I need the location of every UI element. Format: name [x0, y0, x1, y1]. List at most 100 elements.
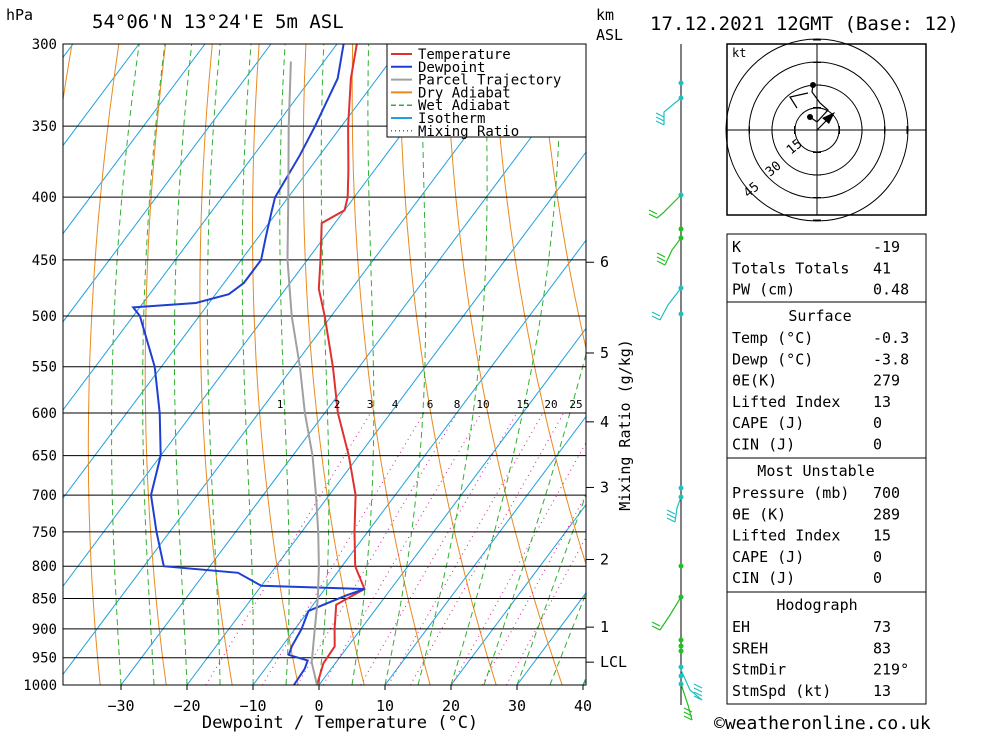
storm-motion-arrowhead [822, 112, 835, 124]
pressure-unit-label: hPa [6, 6, 33, 24]
temperature-tick-label: 0 [314, 697, 323, 715]
wind-barb [674, 496, 682, 523]
wind-barb [656, 194, 682, 219]
mixing-ratio-label: 4 [392, 398, 399, 411]
pressure-tick-label: 650 [32, 449, 57, 465]
wind-barb-tick [651, 311, 661, 317]
mixing-ratio-labels: 1 2 3 4 6 8 10 15 20 25 [277, 398, 583, 411]
pressure-tick-label: 900 [32, 622, 57, 638]
temperature-tick-label: 40 [574, 697, 592, 715]
wind-barb-tick [656, 260, 666, 266]
wind-barb-tick [655, 112, 665, 118]
isotherm-line [63, 44, 206, 235]
height-tick-label: 3 [600, 478, 609, 496]
mixing-ratio-label: 1 [277, 398, 284, 411]
isotherm-line [252, 239, 586, 685]
wind-barb-tick [693, 683, 703, 689]
pressure-tick-label: 300 [32, 37, 57, 53]
height-tick-label: 4 [600, 413, 609, 431]
legend-label: Dry Adiabat [418, 85, 511, 101]
wind-barb [659, 287, 682, 321]
index-value: 0 [873, 414, 882, 432]
index-label: CAPE (J) [732, 414, 804, 432]
isotherm-line [63, 44, 470, 588]
index-label: StmDir [732, 661, 786, 679]
index-tables: K -19 Totals Totals 41 PW (cm) 0.48 Surface Tem… [726, 233, 927, 705]
isotherm-line [63, 44, 140, 147]
pressure-tick-label: 500 [32, 309, 57, 325]
wind-barb-tick [683, 711, 693, 717]
index-value: 0.48 [873, 281, 909, 299]
index-value: 0 [873, 548, 882, 566]
wind-barb [659, 596, 682, 631]
mixing-ratio-label: 8 [454, 398, 461, 411]
wind-level-dot [678, 637, 684, 643]
mixing-ratio-line [322, 412, 482, 685]
index-label: CIN (J) [732, 569, 795, 587]
hodograph-unit-label: kt [732, 46, 746, 60]
index-label: StmSpd (kt) [732, 682, 831, 700]
index-label: K [732, 238, 741, 256]
index-value: -19 [873, 238, 900, 256]
index-value: 83 [873, 639, 891, 657]
isotherm-line [63, 44, 272, 323]
mixing-ratio-line [451, 441, 586, 685]
hodograph-trace [809, 84, 829, 123]
wind-level-dot [678, 673, 684, 679]
legend-label: Parcel Trajectory [418, 73, 561, 89]
wind-barb [664, 237, 682, 266]
index-value: 73 [873, 618, 891, 636]
isotherm-line [63, 44, 404, 499]
legend-label: Wet Adiabat [418, 98, 511, 114]
isotherm-line [450, 503, 586, 685]
hodograph-point [810, 82, 816, 88]
isotherm-line [384, 415, 586, 685]
legend-label: Dewpoint [418, 60, 485, 76]
dry-adiabat-line [914, 44, 1000, 685]
wind-barb-tick [666, 509, 676, 515]
isotherm-line [186, 151, 586, 685]
index-value: 289 [873, 505, 900, 523]
height-tick-label: 2 [600, 551, 609, 569]
pressure-tick-label: 600 [32, 406, 57, 422]
isotherm-line [63, 44, 536, 676]
wind-barb-tick [693, 695, 703, 701]
index-label: CAPE (J) [732, 548, 804, 566]
index-label: θE(K) [732, 372, 777, 390]
hodograph-trace [789, 92, 809, 109]
wind-barb-tick [651, 621, 661, 627]
mixing-ratio-label: 20 [544, 398, 557, 411]
section-title: Hodograph [776, 596, 857, 614]
temperature-tick-label: −10 [239, 697, 266, 715]
sounding-series [131, 44, 366, 685]
km-unit-label: km [596, 6, 614, 24]
wind-barb [663, 97, 682, 125]
location-title: 54°06'N 13°24'E 5m ASL [92, 11, 344, 33]
pressure-tick-label: 550 [32, 360, 57, 376]
pressure-tick-label: 450 [32, 253, 57, 269]
wind-level-dot [678, 643, 684, 649]
wind-profile [648, 44, 703, 721]
index-box [726, 591, 927, 705]
index-value: 0 [873, 436, 882, 454]
temperature-line [316, 44, 366, 685]
legend-label: Mixing Ratio [418, 124, 519, 140]
isotherm-line [318, 327, 586, 685]
height-tick-label: 5 [600, 344, 609, 362]
temperature-tick-label: 30 [508, 697, 526, 715]
wet-adiabat-line [111, 44, 140, 685]
index-value: 15 [873, 527, 891, 545]
temperature-tick-label: 10 [376, 697, 394, 715]
wind-barb-tick [666, 517, 676, 523]
wind-barb-tick [666, 513, 676, 519]
index-label: CIN (J) [732, 436, 795, 454]
wet-adiabat-line [450, 44, 562, 685]
wind-level-dot [678, 664, 684, 670]
x-axis-title: Dewpoint / Temperature (°C) [202, 713, 478, 733]
datetime-title: 17.12.2021 12GMT (Base: 12) [650, 13, 959, 35]
index-label: Totals Totals [732, 259, 849, 277]
dry-adiabat-line [199, 44, 233, 685]
wind-level-dot [678, 311, 684, 317]
mixing-ratio-line [360, 412, 518, 685]
